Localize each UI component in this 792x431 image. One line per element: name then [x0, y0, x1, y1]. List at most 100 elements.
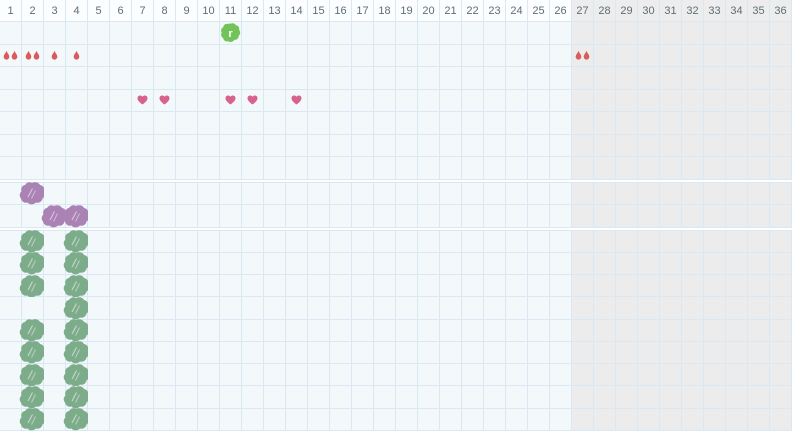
grid-cell[interactable] [418, 364, 440, 387]
grid-cell[interactable] [396, 386, 418, 409]
grid-cell[interactable] [770, 67, 792, 90]
grid-cell[interactable] [462, 275, 484, 298]
grid-cell[interactable] [198, 22, 220, 45]
grid-cell[interactable] [396, 205, 418, 228]
grid-cell[interactable] [198, 134, 220, 157]
grid-cell[interactable] [44, 386, 66, 409]
grid-cell[interactable] [638, 205, 660, 228]
grid-cell[interactable] [198, 230, 220, 253]
grid-cell[interactable] [638, 157, 660, 180]
grid-cell[interactable] [308, 22, 330, 45]
grid-cell[interactable] [550, 319, 572, 342]
grid-cell[interactable] [440, 182, 462, 205]
grid-cell[interactable] [726, 252, 748, 275]
grid-cell[interactable] [748, 386, 770, 409]
grid-cell[interactable] [418, 275, 440, 298]
grid-cell[interactable] [506, 364, 528, 387]
grid-cell[interactable] [682, 89, 704, 112]
grid-cell[interactable] [352, 205, 374, 228]
grid-cell[interactable] [572, 205, 594, 228]
grid-cell[interactable] [0, 182, 22, 205]
grid-cell[interactable] [19, 182, 46, 205]
grid-cell[interactable] [44, 157, 66, 180]
grid-cell[interactable] [462, 386, 484, 409]
grid-cell[interactable] [616, 341, 638, 364]
grid-cell[interactable] [462, 205, 484, 228]
grid-cell[interactable] [88, 112, 110, 135]
grid-cell[interactable] [550, 112, 572, 135]
grid-cell[interactable] [396, 364, 418, 387]
grid-cell[interactable] [418, 89, 440, 112]
grid-cell[interactable] [176, 230, 198, 253]
grid-cell[interactable] [638, 341, 660, 364]
grid-cell[interactable] [550, 22, 572, 45]
grid-cell[interactable] [660, 319, 682, 342]
grid-cell[interactable] [264, 22, 286, 45]
grid-cell[interactable] [748, 44, 770, 67]
grid-cell[interactable] [374, 341, 396, 364]
grid-cell[interactable] [396, 67, 418, 90]
grid-cell[interactable] [770, 134, 792, 157]
grid-cell[interactable] [63, 341, 90, 364]
grid-cell[interactable] [726, 112, 748, 135]
grid-cell[interactable] [132, 297, 154, 320]
grid-cell[interactable] [132, 89, 154, 112]
grid-cell[interactable] [638, 89, 660, 112]
grid-cell[interactable] [352, 22, 374, 45]
grid-cell[interactable] [748, 89, 770, 112]
grid-cell[interactable] [396, 252, 418, 275]
grid-cell[interactable] [396, 182, 418, 205]
grid-cell[interactable] [198, 182, 220, 205]
grid-cell[interactable] [770, 341, 792, 364]
grid-cell[interactable] [440, 341, 462, 364]
grid-cell[interactable] [88, 319, 110, 342]
grid-cell[interactable] [396, 319, 418, 342]
grid-cell[interactable] [330, 364, 352, 387]
grid-cell[interactable] [22, 112, 44, 135]
grid-cell[interactable] [19, 319, 46, 342]
grid-cell[interactable] [638, 319, 660, 342]
grid-cell[interactable] [484, 182, 506, 205]
grid-cell[interactable] [154, 89, 176, 112]
grid-cell[interactable] [88, 341, 110, 364]
grid-cell[interactable] [770, 297, 792, 320]
grid-cell[interactable] [506, 134, 528, 157]
grid-cell[interactable] [88, 22, 110, 45]
grid-cell[interactable] [0, 89, 22, 112]
grid-cell[interactable] [726, 275, 748, 298]
grid-cell[interactable] [572, 112, 594, 135]
grid-cell[interactable] [176, 44, 198, 67]
grid-cell[interactable] [286, 386, 308, 409]
grid-cell[interactable] [352, 319, 374, 342]
grid-cell[interactable] [660, 182, 682, 205]
grid-cell[interactable] [396, 112, 418, 135]
grid-cell[interactable] [462, 297, 484, 320]
grid-cell[interactable] [19, 363, 46, 387]
grid-cell[interactable] [242, 297, 264, 320]
grid-cell[interactable] [572, 252, 594, 275]
grid-cell[interactable] [484, 275, 506, 298]
grid-cell[interactable] [242, 205, 264, 228]
grid-cell[interactable] [462, 341, 484, 364]
grid-cell[interactable] [638, 386, 660, 409]
grid-cell[interactable] [66, 89, 88, 112]
grid-cell[interactable] [154, 364, 176, 387]
grid-cell[interactable] [572, 89, 594, 112]
grid-cell[interactable] [506, 44, 528, 67]
grid-cell[interactable] [374, 205, 396, 228]
grid-cell[interactable] [352, 364, 374, 387]
grid-cell[interactable] [528, 89, 550, 112]
grid-cell[interactable] [44, 252, 66, 275]
grid-cell[interactable] [286, 67, 308, 90]
grid-cell[interactable] [330, 134, 352, 157]
grid-cell[interactable] [770, 275, 792, 298]
grid-cell[interactable] [616, 319, 638, 342]
grid-cell[interactable] [66, 182, 88, 205]
grid-cell[interactable] [110, 44, 132, 67]
grid-cell[interactable] [418, 341, 440, 364]
grid-cell[interactable] [594, 319, 616, 342]
grid-cell[interactable] [308, 275, 330, 298]
grid-cell[interactable] [0, 364, 22, 387]
grid-cell[interactable] [682, 341, 704, 364]
grid-cell[interactable] [220, 205, 242, 228]
